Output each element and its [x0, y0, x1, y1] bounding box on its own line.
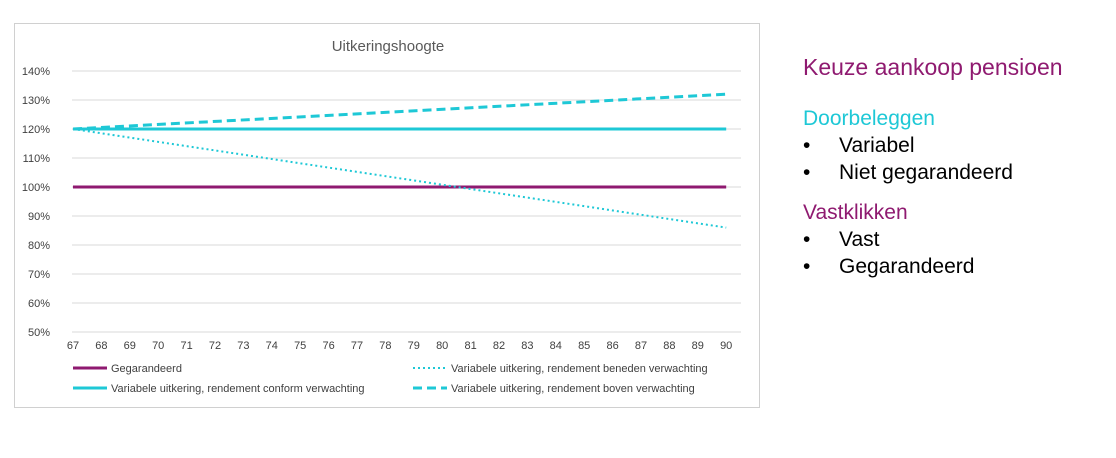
x-tick-label: 77: [351, 340, 363, 352]
section-title-vastklikken: Vastklikken: [803, 201, 908, 224]
x-tick-label: 80: [436, 340, 448, 352]
side-heading: Keuze aankoop pensioen: [803, 54, 1063, 80]
bullet-item: • Niet gegarandeerd: [803, 159, 1113, 186]
x-tick-label: 71: [180, 340, 192, 352]
bullet-list-doorbeleggen: • Variabel • Niet gegarandeerd: [803, 132, 1113, 186]
x-tick-label: 68: [95, 340, 107, 352]
bullet-icon: •: [803, 255, 811, 278]
y-tick-label: 120%: [22, 124, 50, 136]
line-chart: Uitkeringshoogte 50% 60% 70% 80% 90% 100% 110% 1…: [22, 38, 741, 395]
side-panel: Keuze aankoop pensioen Doorbeleggen • Var…: [803, 53, 1113, 280]
x-tick-label: 89: [692, 340, 704, 352]
x-tick-label: 75: [294, 340, 306, 352]
x-tick-label: 84: [550, 340, 562, 352]
bullet-icon: •: [803, 228, 811, 251]
y-tick-label: 70%: [28, 269, 50, 281]
bullet-item: • Variabel: [803, 132, 1113, 159]
y-tick-label: 130%: [22, 95, 50, 107]
legend-label: Variabele uitkering, rendement boven ver…: [451, 383, 695, 395]
x-tick-label: 76: [322, 340, 334, 352]
x-tick-label: 72: [209, 340, 221, 352]
x-tick-label: 90: [720, 340, 732, 352]
bullet-icon: •: [803, 134, 811, 157]
bullet-text: Vast: [839, 228, 880, 251]
y-tick-label: 90%: [28, 211, 50, 223]
y-tick-label: 100%: [22, 182, 50, 194]
x-tick-label: 82: [493, 340, 505, 352]
chart-panel: Uitkeringshoogte 50% 60% 70% 80% 90% 100% 110% 1…: [14, 23, 760, 408]
x-tick-label: 83: [521, 340, 533, 352]
bullet-icon: •: [803, 161, 811, 184]
x-tick-label: 67: [67, 340, 79, 352]
x-tick-label: 85: [578, 340, 590, 352]
y-tick-label: 110%: [23, 153, 51, 165]
x-tick-label: 70: [152, 340, 164, 352]
y-tick-label: 60%: [28, 298, 50, 310]
x-tick-label: 87: [635, 340, 647, 352]
chart-title: Uitkeringshoogte: [332, 38, 445, 55]
x-tick-label: 78: [379, 340, 391, 352]
x-tick-label: 79: [408, 340, 420, 352]
x-tick-label: 81: [464, 340, 476, 352]
series-line-4: [72, 92, 727, 131]
legend-label: Gegarandeerd: [111, 363, 182, 375]
x-tick-label: 86: [606, 340, 618, 352]
legend-label: Variabele uitkering, rendement conform v…: [111, 383, 365, 395]
bullet-text: Gegarandeerd: [839, 255, 975, 278]
legend-label: Variabele uitkering, rendement beneden v…: [451, 363, 708, 375]
x-tick-label: 73: [237, 340, 249, 352]
bullet-text: Variabel: [839, 134, 915, 157]
y-tick-label: 80%: [28, 240, 50, 252]
x-tick-label: 88: [663, 340, 675, 352]
x-tick-label: 74: [266, 340, 278, 352]
bullet-item: • Vast: [803, 226, 1113, 253]
y-tick-label: 50%: [28, 327, 50, 339]
bullet-item: • Gegarandeerd: [803, 253, 1113, 280]
x-tick-label: 69: [124, 340, 136, 352]
y-tick-label: 140%: [22, 66, 50, 78]
series-line-2: [72, 128, 727, 229]
section-title-doorbeleggen: Doorbeleggen: [803, 107, 935, 130]
bullet-text: Niet gegarandeerd: [839, 161, 1013, 184]
bullet-list-vastklikken: • Vast • Gegarandeerd: [803, 226, 1113, 280]
